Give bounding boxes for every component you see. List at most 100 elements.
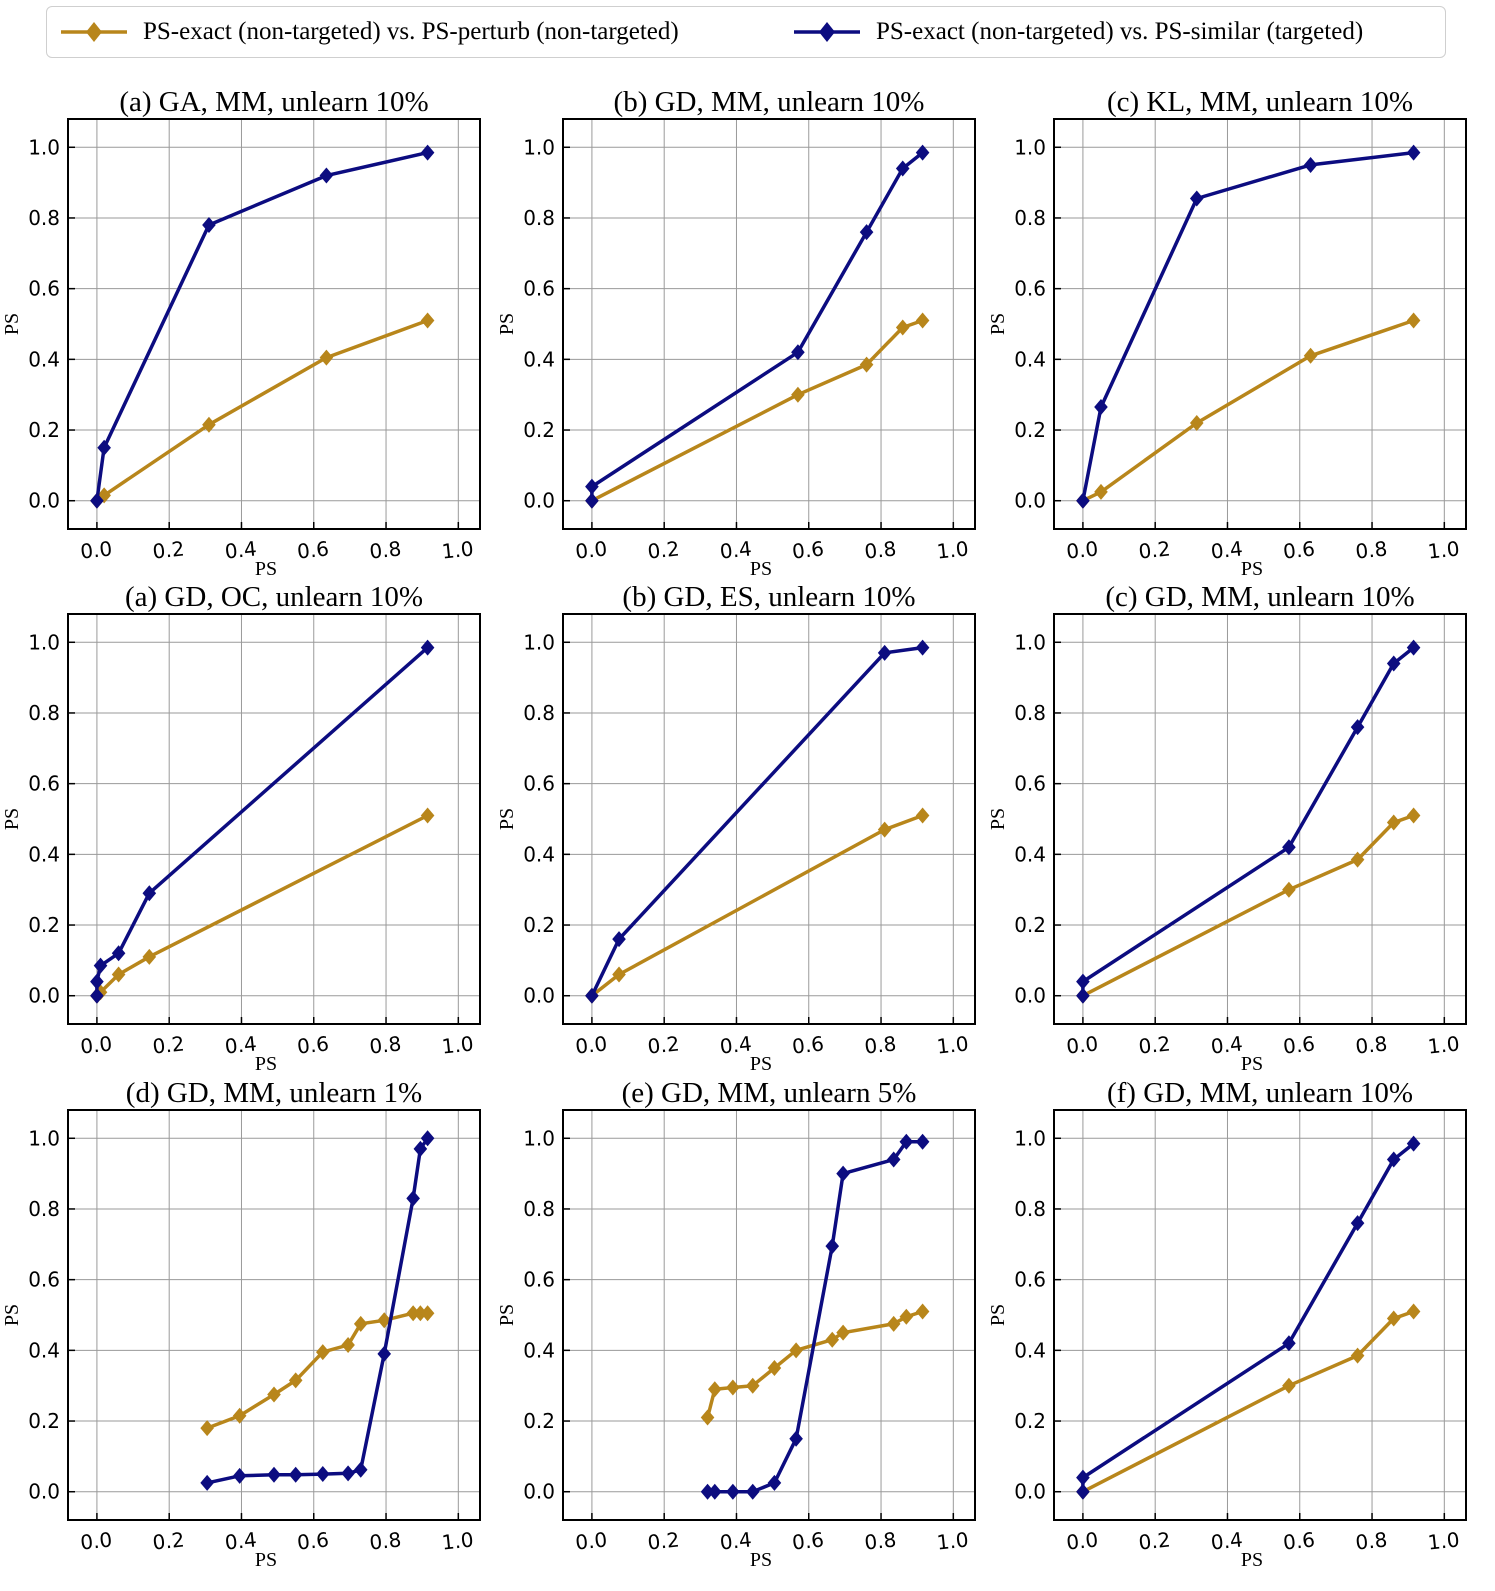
chart-title: (d) GD, MM, unlearn 1% (126, 1077, 422, 1109)
y-axis-label: PS (1, 313, 23, 335)
y-tick-label: 0.4 (523, 347, 555, 371)
data-point-marker (111, 945, 126, 962)
y-tick-label: 0.4 (28, 842, 60, 866)
data-point-marker (200, 1420, 214, 1437)
x-tick-label: 0.8 (368, 1031, 402, 1058)
legend-swatch-perturb (61, 22, 127, 42)
legend: PS-exact (non-targeted) vs. PS-perturb (… (46, 6, 1446, 58)
chart-title: (b) GD, ES, unlearn 10% (622, 581, 915, 613)
x-tick-label: 0.2 (151, 536, 185, 563)
x-tick-label: 0.8 (863, 1031, 897, 1058)
x-tick-label: 0.0 (1065, 536, 1099, 563)
data-point-marker (1386, 1151, 1401, 1168)
y-tick-label: 0.8 (523, 701, 555, 725)
y-tick-label: 0.0 (1014, 489, 1046, 513)
data-point-marker (1076, 492, 1090, 509)
data-point-marker (745, 1483, 760, 1500)
legend-item-similar: PS-exact (non-targeted) vs. PS-similar (… (792, 7, 1363, 57)
y-tick-label: 0.2 (1014, 1409, 1046, 1433)
y-tick-label: 1.0 (523, 135, 555, 159)
data-point-marker (915, 144, 930, 161)
data-point-marker (1386, 1310, 1401, 1327)
data-point-marker (288, 1466, 303, 1483)
data-point-marker (767, 1474, 782, 1491)
data-point-marker (1406, 312, 1421, 329)
data-point-marker (886, 1315, 901, 1332)
chart-panel-2: (b) GD, MM, unlearn 10% 0.0 0.0 0.2 0.2 0.4 0.… (496, 86, 976, 580)
x-tick-label: 0.6 (791, 1527, 825, 1554)
x-tick-label: 1.0 (936, 1031, 970, 1058)
series-line-2 (590, 645, 923, 997)
data-point-marker (1076, 1469, 1090, 1486)
x-tick-label: 0.0 (574, 536, 608, 563)
chart-title: (c) GD, MM, unlearn 10% (1105, 581, 1414, 613)
chart-panel-7: (d) GD, MM, unlearn 1% 0.0 0.0 0.2 0.2 0.4 0.4… (1, 1077, 481, 1571)
data-point-marker (825, 1331, 840, 1348)
data-point-marker (200, 1474, 214, 1491)
data-point-marker (1094, 399, 1108, 416)
series-line-1 (1082, 813, 1415, 998)
data-point-marker (232, 1467, 247, 1484)
x-tick-label: 0.0 (1065, 1527, 1099, 1554)
data-point-marker (315, 1466, 330, 1483)
axes-frame (562, 613, 976, 1025)
data-point-marker (877, 644, 892, 661)
chart-panel-5: (b) GD, ES, unlearn 10% 0.0 0.0 0.2 0.2 0.4 0.… (496, 581, 976, 1075)
x-tick-label: 0.4 (224, 1031, 258, 1058)
x-tick-label: 0.8 (1354, 1031, 1388, 1058)
y-tick-label: 1.0 (28, 1126, 60, 1150)
series-line-1 (95, 318, 429, 503)
data-point-marker (707, 1483, 722, 1500)
data-point-marker (1094, 483, 1108, 500)
data-point-marker (726, 1379, 740, 1396)
data-point-marker (767, 1360, 782, 1377)
data-point-marker (789, 1430, 803, 1447)
x-tick-label: 0.4 (1210, 1527, 1244, 1554)
x-tick-label: 0.2 (646, 1031, 680, 1058)
y-axis-label: PS (987, 313, 1009, 335)
y-tick-label: 0.6 (1014, 277, 1046, 301)
data-point-marker (726, 1483, 740, 1500)
data-point-marker (353, 1315, 368, 1332)
x-tick-label: 0.6 (296, 1527, 330, 1554)
x-tick-label: 0.0 (79, 1031, 113, 1058)
x-tick-label: 0.6 (1282, 536, 1316, 563)
data-point-marker (1406, 144, 1421, 161)
data-point-marker (413, 1140, 428, 1157)
axes-frame (67, 613, 481, 1025)
x-tick-label: 0.0 (1065, 1031, 1099, 1058)
chart-panel-6: (c) GD, MM, unlearn 10% 0.0 0.0 0.2 0.2 0.4 0.… (987, 581, 1467, 1075)
y-tick-label: 0.8 (28, 206, 60, 230)
x-axis-label: PS (255, 1549, 277, 1571)
chart-title: (f) GD, MM, unlearn 10% (1107, 1077, 1413, 1109)
data-point-marker (90, 973, 104, 990)
axes-frame (1053, 118, 1467, 530)
data-point-marker (707, 1381, 722, 1398)
data-point-marker (1406, 639, 1421, 656)
x-tick-label: 0.8 (863, 1527, 897, 1554)
series-line-2 (707, 1140, 923, 1494)
y-tick-label: 0.6 (28, 772, 60, 796)
data-point-marker (1076, 1483, 1090, 1500)
series-line-1 (591, 318, 924, 503)
data-point-marker (1282, 881, 1296, 898)
chart-title: (b) GD, MM, unlearn 10% (614, 86, 925, 118)
series-line-1 (95, 813, 429, 997)
y-tick-label: 0.8 (28, 1197, 60, 1221)
x-tick-label: 0.4 (1210, 536, 1244, 563)
y-tick-label: 0.6 (1014, 772, 1046, 796)
series-line-2 (95, 646, 429, 996)
data-point-marker (1282, 1335, 1296, 1352)
data-point-marker (353, 1461, 368, 1478)
y-tick-label: 0.0 (28, 489, 60, 513)
y-axis-label: PS (1, 1304, 23, 1326)
y-tick-label: 1.0 (1014, 1126, 1046, 1150)
data-point-marker (232, 1407, 247, 1424)
y-axis-label: PS (496, 808, 518, 830)
y-tick-label: 0.4 (28, 1338, 60, 1362)
legend-label-similar: PS-exact (non-targeted) vs. PS-similar (… (876, 18, 1364, 45)
y-tick-label: 0.4 (523, 1338, 555, 1362)
x-axis-label: PS (255, 558, 277, 580)
chart-title: (a) GA, MM, unlearn 10% (119, 86, 428, 118)
chart-panel-1: (a) GA, MM, unlearn 10% 0.0 0.0 0.2 0.2 0.4 0.… (1, 86, 481, 580)
